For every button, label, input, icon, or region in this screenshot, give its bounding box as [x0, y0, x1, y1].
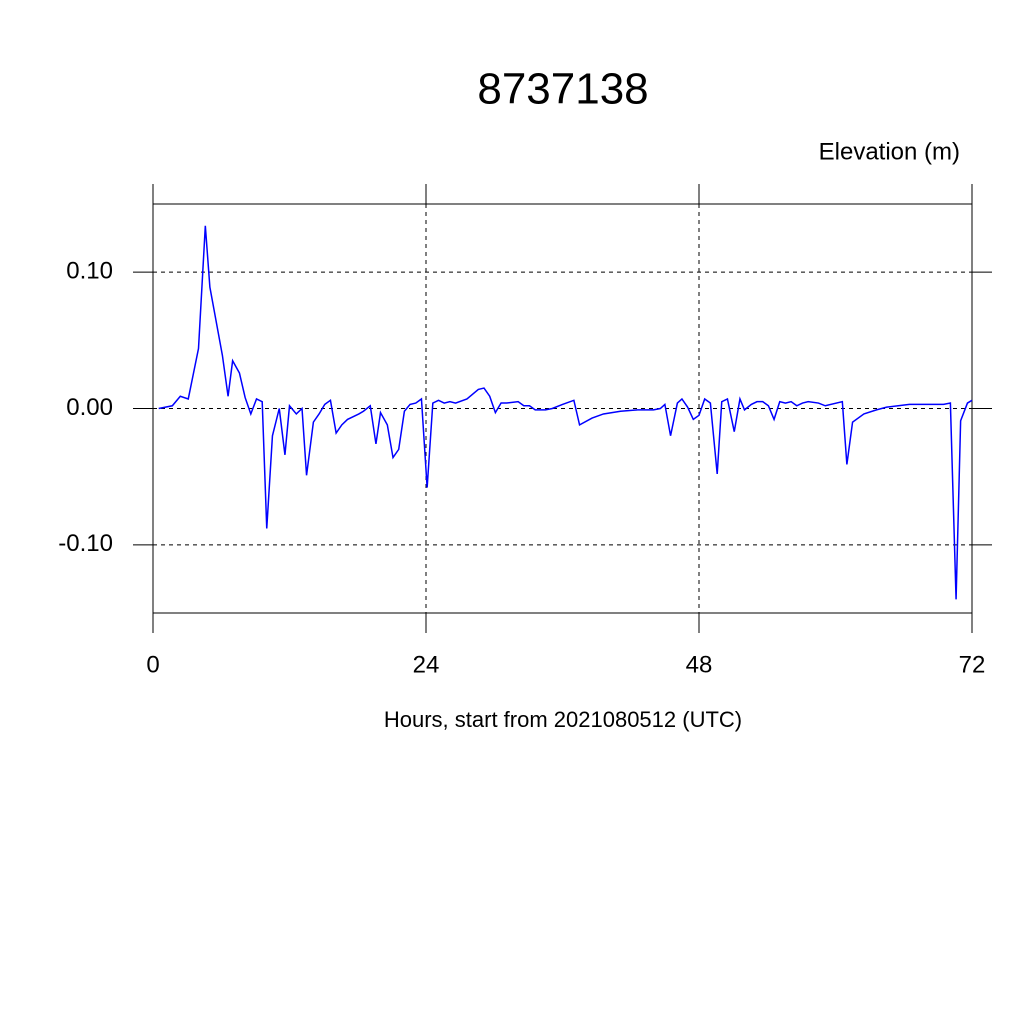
y-tick-label: 0.10	[66, 258, 113, 285]
chart-title: 8737138	[477, 65, 648, 114]
x-tick-label: 24	[413, 651, 440, 678]
x-tick-label: 0	[146, 651, 159, 678]
x-tick-label: 48	[686, 651, 713, 678]
x-tick-label: 72	[959, 651, 986, 678]
y-tick-label: 0.00	[66, 394, 113, 421]
data-line	[158, 225, 973, 600]
y-tick-label: -0.10	[58, 530, 113, 557]
y-axis-label: Elevation (m)	[819, 138, 960, 165]
x-axis-label: Hours, start from 2021080512 (UTC)	[384, 707, 742, 732]
